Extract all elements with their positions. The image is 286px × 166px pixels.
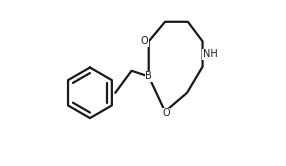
- Text: NH: NH: [202, 49, 217, 59]
- Text: B: B: [145, 72, 152, 82]
- Text: O: O: [162, 108, 170, 118]
- Text: O: O: [141, 36, 148, 46]
